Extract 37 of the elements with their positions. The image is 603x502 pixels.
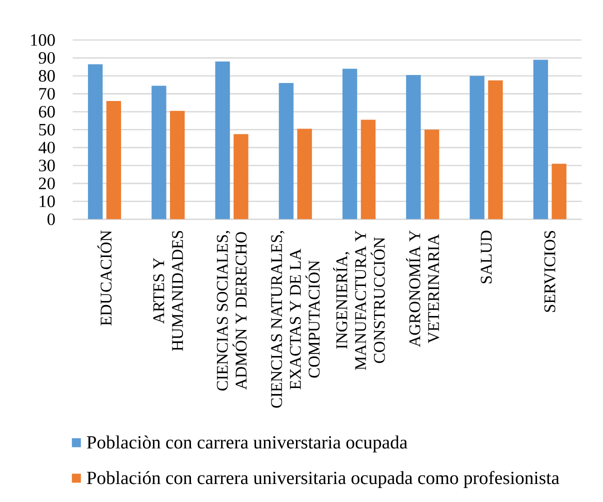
x-tick-label: SERVICIOS	[544, 231, 556, 312]
x-tick-label: SALUD	[480, 230, 492, 284]
bar	[215, 62, 230, 220]
y-tick-label: 100	[31, 34, 55, 46]
y-tick-label: 30	[39, 160, 55, 172]
bar	[552, 164, 566, 220]
x-tick-label: INGENIERÍA, MANUFACTURA Y CONSTRUCCIÓN	[333, 230, 385, 370]
y-tick-label: 80	[38, 70, 55, 82]
y-tick-label: 50	[39, 124, 55, 136]
x-tick-label: CIENCIAS SOCIALES, ADMÓN Y DERECHO	[216, 231, 247, 391]
bar	[170, 110, 185, 220]
bar	[424, 130, 440, 220]
legend-label: Poblaciòn con carrera universtaria ocupada	[86, 436, 408, 452]
bar	[342, 68, 358, 220]
x-tick-label: ARTES Y HUMANIDADES	[153, 231, 184, 351]
y-tick-label: 0	[48, 213, 55, 226]
bar	[470, 76, 484, 220]
x-tick-label: EDUCACIÓN	[97, 230, 112, 326]
x-tick-label: AGRONOMÍA Y VETERINARIA	[406, 230, 440, 348]
x-tick-label: CIENCIAS NATURALES, EXACTAS Y DE LA COMPUTACIÓN	[271, 231, 320, 408]
y-tick-label: 90	[38, 52, 55, 64]
bar	[488, 80, 503, 220]
bar	[360, 120, 376, 220]
y-tick-label: 70	[39, 88, 55, 100]
bar	[278, 83, 294, 220]
bar	[297, 128, 312, 220]
bar	[88, 64, 103, 220]
y-tick-label: 10	[40, 196, 55, 208]
legend-label: Población con carrera universitaria ocupada como profesionista	[86, 470, 560, 488]
bar	[533, 60, 548, 220]
bar	[406, 74, 421, 220]
y-tick-label: 60	[38, 106, 55, 118]
y-tick-label: 40	[38, 142, 55, 154]
bar	[152, 86, 166, 220]
bar	[106, 100, 122, 220]
bar	[234, 134, 248, 220]
y-tick-label: 20	[38, 178, 55, 190]
